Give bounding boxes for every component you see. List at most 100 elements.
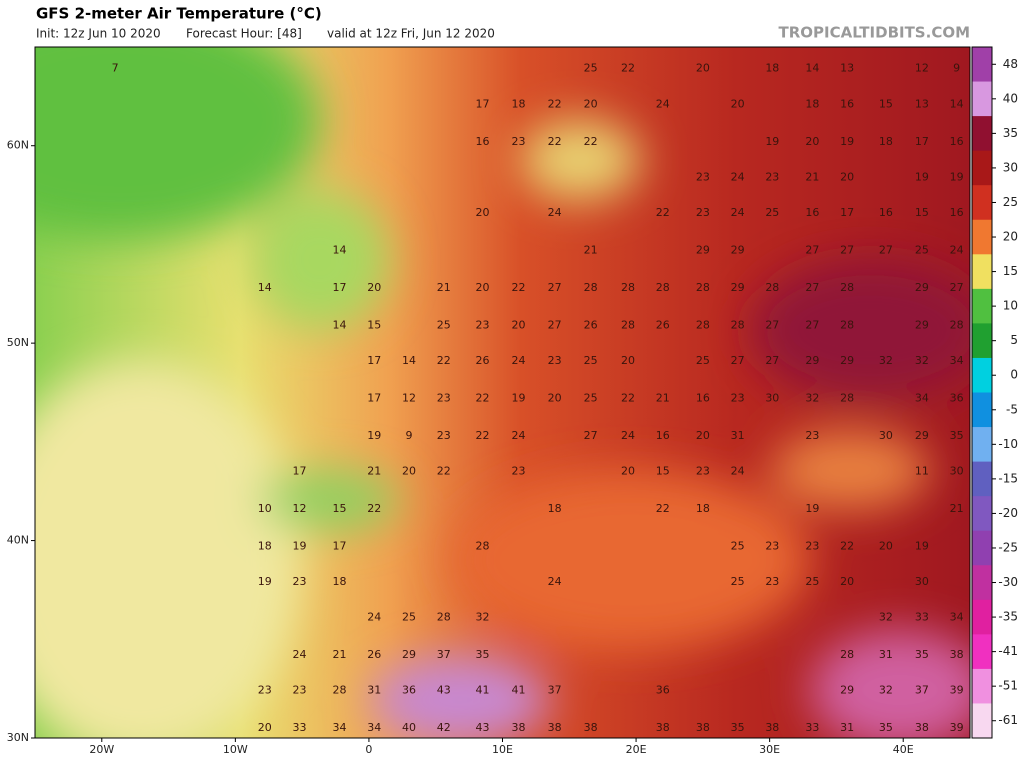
- temp-label: 38: [950, 648, 964, 661]
- temp-label: 36: [950, 391, 964, 404]
- temp-label: 28: [840, 281, 854, 294]
- temp-label: 34: [950, 611, 964, 624]
- temp-label: 20: [512, 318, 526, 331]
- temp-label: 18: [696, 502, 710, 515]
- title: GFS 2-meter Air Temperature (°C): [36, 5, 322, 23]
- temp-label: 38: [548, 721, 562, 734]
- temp-label: 39: [950, 721, 964, 734]
- temp-label: 23: [805, 429, 819, 442]
- temp-label: 24: [950, 243, 964, 256]
- temp-label: 18: [879, 135, 893, 148]
- temp-label: 24: [548, 206, 562, 219]
- temp-label: 34: [367, 721, 381, 734]
- colorbar-swatch: [972, 288, 992, 324]
- temp-label: 29: [696, 243, 710, 256]
- temp-label: 20: [548, 391, 562, 404]
- colorbar-label: -10: [998, 437, 1018, 451]
- temp-label: 35: [731, 721, 745, 734]
- temp-label: 25: [805, 575, 819, 588]
- lat-label: 30N: [7, 731, 29, 744]
- temp-label: 23: [765, 539, 779, 552]
- temp-label: 20: [475, 281, 489, 294]
- temp-label: 19: [840, 135, 854, 148]
- temp-label: 36: [402, 684, 416, 697]
- colorbar-swatch: [972, 323, 992, 359]
- temp-label: 27: [584, 429, 598, 442]
- temp-label: 28: [621, 281, 635, 294]
- temp-label: 20: [621, 464, 635, 477]
- temp-label: 14: [950, 97, 964, 110]
- temp-label: 32: [879, 611, 893, 624]
- temp-label: 11: [915, 464, 929, 477]
- temp-label: 18: [258, 539, 272, 552]
- temp-label: 10: [258, 502, 272, 515]
- temp-label: 28: [765, 281, 779, 294]
- temp-label: 22: [475, 391, 489, 404]
- temp-label: 31: [879, 648, 893, 661]
- colorbar-label: 15: [1003, 264, 1018, 278]
- temp-label: 28: [696, 318, 710, 331]
- temp-label: 14: [258, 281, 272, 294]
- temp-label: 27: [548, 281, 562, 294]
- temp-label: 15: [879, 97, 893, 110]
- temp-label: 35: [475, 648, 489, 661]
- temp-label: 16: [805, 206, 819, 219]
- temp-label: 24: [292, 648, 306, 661]
- temp-label: 21: [367, 464, 381, 477]
- temp-label: 26: [367, 648, 381, 661]
- colorbar-swatch: [972, 47, 992, 83]
- lon-label: 20W: [89, 743, 114, 756]
- temp-label: 29: [915, 281, 929, 294]
- temp-label: 22: [656, 206, 670, 219]
- valid-time: valid at 12z Fri, Jun 12 2020: [327, 27, 495, 41]
- temp-label: 30: [915, 575, 929, 588]
- temp-label: 16: [950, 206, 964, 219]
- temp-label: 23: [512, 464, 526, 477]
- colorbar-swatch: [972, 150, 992, 186]
- temp-label: 25: [765, 206, 779, 219]
- temp-label: 15: [656, 464, 670, 477]
- colorbar-swatch: [972, 599, 992, 635]
- temp-label: 22: [656, 502, 670, 515]
- temp-label: 27: [548, 318, 562, 331]
- temp-label: 28: [840, 648, 854, 661]
- colorbar-swatch: [972, 461, 992, 497]
- temp-label: 38: [765, 721, 779, 734]
- temp-label: 22: [548, 97, 562, 110]
- temp-label: 16: [475, 135, 489, 148]
- temp-label: 21: [584, 243, 598, 256]
- temp-label: 20: [584, 97, 598, 110]
- temp-label: 14: [402, 354, 416, 367]
- colorbar-swatch: [972, 565, 992, 601]
- temp-label: 23: [765, 575, 779, 588]
- temp-label: 32: [879, 354, 893, 367]
- temp-label: 30: [765, 391, 779, 404]
- temp-label: 37: [437, 648, 451, 661]
- colorbar-label: 0: [1010, 368, 1018, 382]
- temp-label: 24: [656, 97, 670, 110]
- temp-label: 37: [915, 684, 929, 697]
- colorbar-label: -25: [998, 540, 1018, 554]
- temp-label: 38: [584, 721, 598, 734]
- lat-label: 60N: [7, 139, 29, 152]
- temp-label: 30: [879, 429, 893, 442]
- temp-label: 23: [292, 575, 306, 588]
- temp-label: 23: [731, 391, 745, 404]
- lon-label: 20E: [626, 743, 647, 756]
- temp-label: 35: [950, 429, 964, 442]
- temp-label: 27: [805, 318, 819, 331]
- temp-label: 23: [475, 318, 489, 331]
- temp-label: 31: [840, 721, 854, 734]
- temp-label: 28: [584, 281, 598, 294]
- colorbar-swatch: [972, 703, 992, 739]
- colorbar-swatch: [972, 357, 992, 393]
- temp-label: 27: [950, 281, 964, 294]
- temp-label: 13: [915, 97, 929, 110]
- temp-label: 16: [840, 97, 854, 110]
- temp-label: 26: [475, 354, 489, 367]
- temp-label: 20: [805, 135, 819, 148]
- temp-label: 16: [950, 135, 964, 148]
- colorbar-label: -35: [998, 610, 1018, 624]
- temp-label: 23: [696, 170, 710, 183]
- temp-label: 15: [915, 206, 929, 219]
